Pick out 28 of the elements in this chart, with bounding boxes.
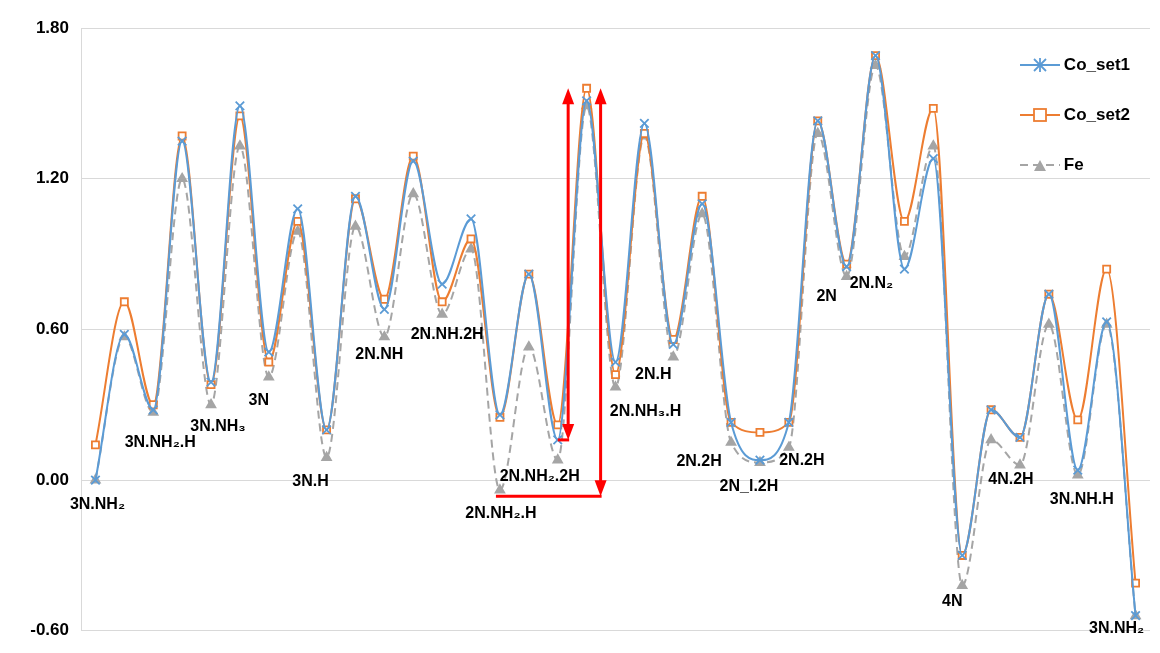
annotation: 4N bbox=[941, 592, 963, 609]
annotation: 2N.N₂ bbox=[849, 273, 894, 291]
y-tick-label: 1.20 bbox=[35, 168, 69, 188]
y-tick-label: -0.60 bbox=[30, 620, 69, 640]
annotation: 3N.NH₂.H bbox=[124, 432, 196, 450]
y-tick-label: 0.00 bbox=[35, 469, 69, 489]
legend-label: Co_set2 bbox=[1063, 105, 1130, 125]
annotation: 2N.NH₂.H bbox=[465, 503, 537, 521]
annotation: 3N.NH₂ bbox=[69, 494, 126, 512]
y-tick-label: 1.80 bbox=[35, 17, 69, 37]
annotation: 3N.NH.H bbox=[1049, 490, 1114, 508]
annotation: 2N.NH₂.2H bbox=[499, 467, 580, 485]
y-tick-label: 0.60 bbox=[35, 319, 69, 339]
annotation: 3N.NH₂ bbox=[1088, 619, 1145, 637]
annotation: 3N bbox=[248, 390, 270, 408]
annotation: 2N.2H bbox=[676, 451, 722, 469]
annotation: 2N.NH₃.H bbox=[609, 401, 682, 419]
annotation: 2N bbox=[816, 287, 837, 305]
legend-label: Fe bbox=[1063, 155, 1084, 175]
annotation: 2N.H bbox=[635, 365, 672, 383]
annotation: 2N.NH.2H bbox=[410, 324, 484, 342]
annotation: 2N_l.2H bbox=[719, 476, 779, 494]
annotation: 4N.2H bbox=[988, 470, 1034, 488]
annotation: 2N.2H bbox=[779, 450, 825, 468]
annotation: 2N.NH bbox=[355, 345, 404, 363]
legend-label: Co_set1 bbox=[1063, 55, 1130, 75]
annotation: 3N.NH₃ bbox=[190, 417, 246, 435]
annotation: 3N.H bbox=[292, 471, 329, 489]
